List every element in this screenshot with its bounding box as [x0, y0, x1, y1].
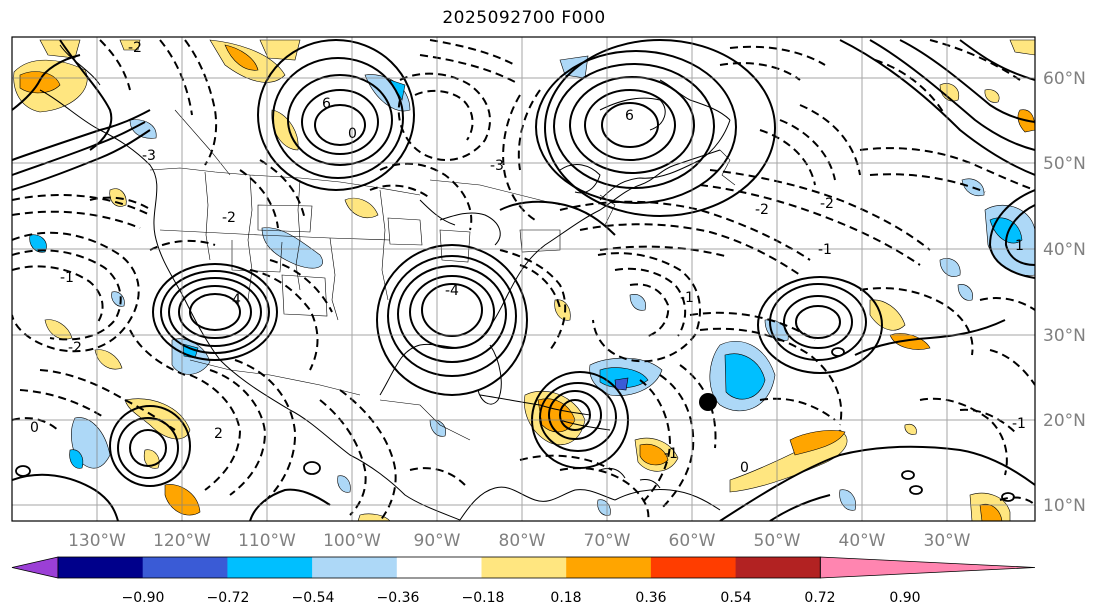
contour-label: -2	[128, 40, 142, 56]
lat-label: 10°N	[1043, 496, 1086, 516]
contour-label: -3	[142, 148, 156, 164]
lat-label: 30°N	[1043, 326, 1086, 346]
colorbar-segment	[58, 557, 144, 578]
lon-label: 120°W	[153, 531, 211, 551]
colorbar-segment	[142, 557, 228, 578]
graticule	[12, 37, 1035, 521]
lon-label: 40°W	[839, 531, 886, 551]
contour-label: 2	[214, 426, 223, 442]
shaded-regions	[13, 39, 1035, 521]
lon-label: 80°W	[499, 531, 546, 551]
colorbar-extend-low	[11, 556, 59, 579]
lat-label: 40°N	[1043, 240, 1086, 260]
lon-label: 100°W	[323, 531, 381, 551]
contour-label: 4	[232, 292, 241, 308]
colorbar-tick-label: 0.18	[550, 590, 581, 606]
colorbar-tick-label: −0.18	[462, 590, 505, 606]
map-content: -2 -3 6 0 -1 -2 -3 4 -4 0 2 -2 1 -1 6 -1…	[12, 37, 1035, 521]
colorbar-segment	[396, 557, 482, 578]
colorbar-segment	[312, 557, 398, 578]
coastlines	[39, 44, 731, 521]
contour-label: -3	[490, 158, 504, 174]
lon-label: 110°W	[238, 531, 296, 551]
colorbar-segment	[227, 557, 313, 578]
colorbar	[11, 556, 1036, 579]
colorbar-segment	[735, 557, 821, 578]
contour-label: 6	[625, 108, 634, 124]
colorbar-tick-label: −0.90	[122, 590, 165, 606]
contour-label: -1	[60, 270, 74, 286]
contour-label: 0	[740, 460, 749, 476]
lat-label: 20°N	[1043, 411, 1086, 431]
lon-label: 130°W	[68, 531, 126, 551]
contour-label: 0	[348, 126, 357, 142]
lat-label: 60°N	[1043, 69, 1086, 89]
contour-label: -1	[680, 290, 694, 306]
lon-label: 30°W	[924, 531, 971, 551]
contour-label: 0	[30, 420, 39, 436]
colorbar-tick-label: 0.54	[720, 590, 751, 606]
latitude-axis: 60°N 50°N 40°N 30°N 20°N 10°N	[1043, 69, 1086, 516]
contour-label: 6	[322, 96, 331, 112]
colorbar-tick-label: 0.90	[889, 590, 920, 606]
plot-frame	[11, 36, 1036, 522]
lon-label: 50°W	[754, 531, 801, 551]
colorbar-frame	[57, 556, 821, 579]
colorbar-segment	[481, 557, 567, 578]
colorbar-ticks: −0.90 −0.72 −0.54 −0.36 −0.18 0.18 0.36 …	[122, 590, 921, 606]
map-title: 2025092700 F000	[442, 8, 606, 28]
contour-label: -1	[818, 242, 832, 258]
lon-label: 90°W	[414, 531, 461, 551]
solid-contours	[12, 39, 1035, 521]
colorbar-segment	[650, 557, 737, 578]
lon-label: 70°W	[584, 531, 631, 551]
contour-label-group: -2 -3 6 0 -1 -2 -3 4 -4 0 2 -2 1 -1 6 -1…	[30, 40, 1026, 476]
position-marker	[699, 393, 717, 411]
contour-label: -1	[664, 446, 678, 462]
colorbar-tick-label: 0.72	[804, 590, 835, 606]
contour-label: 1	[1015, 238, 1024, 254]
small-contours	[15, 347, 1015, 502]
colorbar-segment	[566, 557, 652, 578]
dashed-contours	[12, 39, 1035, 521]
colorbar-tick-label: 0.36	[635, 590, 666, 606]
colorbar-tick-label: −0.36	[377, 590, 420, 606]
contour-label: -4	[445, 283, 459, 299]
colorbar-tick-label: −0.54	[292, 590, 335, 606]
contour-label: -1	[1012, 416, 1026, 432]
contour-label: -2	[755, 202, 769, 218]
longitude-axis: 130°W 120°W 110°W 100°W 90°W 80°W 70°W 6…	[68, 531, 971, 551]
contour-label: -2	[222, 210, 236, 226]
contour-label: -2	[68, 340, 82, 356]
colorbar-extend-high	[819, 556, 1036, 579]
contour-label: -2	[820, 196, 834, 212]
colorbar-tick-label: −0.72	[207, 590, 250, 606]
lon-label: 60°W	[669, 531, 716, 551]
lat-label: 50°N	[1043, 154, 1086, 174]
